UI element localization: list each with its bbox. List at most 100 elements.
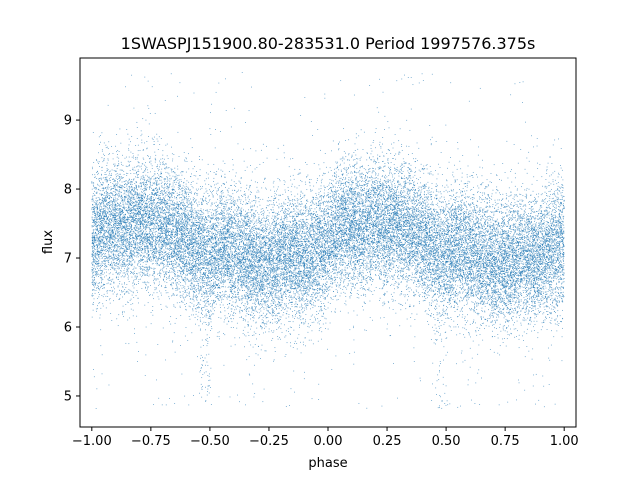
data-point: [386, 238, 387, 239]
data-point: [207, 243, 208, 244]
data-point: [254, 286, 255, 287]
data-point: [252, 247, 253, 248]
data-point: [297, 230, 298, 231]
data-point: [488, 219, 489, 220]
data-point: [193, 297, 194, 298]
data-point: [397, 187, 398, 188]
data-point: [182, 266, 183, 267]
data-point: [353, 278, 354, 279]
data-point: [194, 305, 195, 306]
data-point: [371, 202, 372, 203]
data-point: [488, 318, 489, 319]
data-point: [167, 199, 168, 200]
data-point: [274, 347, 275, 348]
data-point: [104, 258, 105, 259]
data-point: [524, 390, 525, 391]
data-point: [369, 192, 370, 193]
data-point: [247, 293, 248, 294]
data-point: [552, 239, 553, 240]
data-point: [187, 295, 188, 296]
data-point: [200, 317, 201, 318]
data-point: [401, 146, 402, 147]
data-point: [382, 137, 383, 138]
data-point: [455, 302, 456, 303]
data-point: [187, 289, 188, 290]
data-point: [131, 249, 132, 250]
data-point: [561, 234, 562, 235]
data-point: [486, 293, 487, 294]
data-point: [441, 315, 442, 316]
data-point: [425, 186, 426, 187]
data-point: [140, 189, 141, 190]
data-point: [545, 202, 546, 203]
data-point: [171, 285, 172, 286]
data-point: [526, 194, 527, 195]
data-point: [166, 219, 167, 220]
data-point: [191, 227, 192, 228]
data-point: [217, 237, 218, 238]
data-point: [270, 267, 271, 268]
data-point: [375, 175, 376, 176]
data-point: [448, 208, 449, 209]
data-point: [153, 190, 154, 191]
data-point: [211, 291, 212, 292]
data-point: [406, 207, 407, 208]
data-point: [361, 190, 362, 191]
data-point: [402, 225, 403, 226]
data-point: [551, 214, 552, 215]
data-point: [144, 209, 145, 210]
data-point: [167, 187, 168, 188]
data-point: [409, 173, 410, 174]
data-point: [513, 310, 514, 311]
data-point: [475, 223, 476, 224]
data-point: [411, 236, 412, 237]
data-point: [255, 285, 256, 286]
data-point: [166, 260, 167, 261]
data-point: [325, 279, 326, 280]
data-point: [190, 225, 191, 226]
data-point: [424, 264, 425, 265]
data-point: [489, 207, 490, 208]
data-point: [422, 208, 423, 209]
data-point: [284, 224, 285, 225]
data-point: [472, 226, 473, 227]
data-point: [165, 183, 166, 184]
data-point: [210, 250, 211, 251]
data-point: [237, 223, 238, 224]
data-point: [247, 228, 248, 229]
data-point: [553, 179, 554, 180]
data-point: [135, 176, 136, 177]
data-point: [474, 208, 475, 209]
data-point: [355, 183, 356, 184]
data-point: [174, 259, 175, 260]
data-point: [398, 284, 399, 285]
data-point: [496, 224, 497, 225]
data-point: [509, 299, 510, 300]
data-point: [437, 278, 438, 279]
data-point: [555, 298, 556, 299]
data-point: [344, 280, 345, 281]
data-point: [177, 206, 178, 207]
data-point: [189, 224, 190, 225]
data-point: [361, 280, 362, 281]
data-point: [258, 301, 259, 302]
data-point: [117, 195, 118, 196]
data-point: [286, 244, 287, 245]
data-point: [166, 172, 167, 173]
data-point: [401, 268, 402, 269]
data-point: [103, 306, 104, 307]
data-point: [310, 257, 311, 258]
data-point: [418, 292, 419, 293]
data-point: [339, 258, 340, 259]
data-point: [260, 295, 261, 296]
data-point: [154, 279, 155, 280]
data-point: [412, 265, 413, 266]
data-point: [132, 238, 133, 239]
data-point: [241, 283, 242, 284]
data-point: [228, 208, 229, 209]
data-point: [257, 296, 258, 297]
data-point: [125, 237, 126, 238]
data-point: [184, 199, 185, 200]
data-point: [321, 233, 322, 234]
